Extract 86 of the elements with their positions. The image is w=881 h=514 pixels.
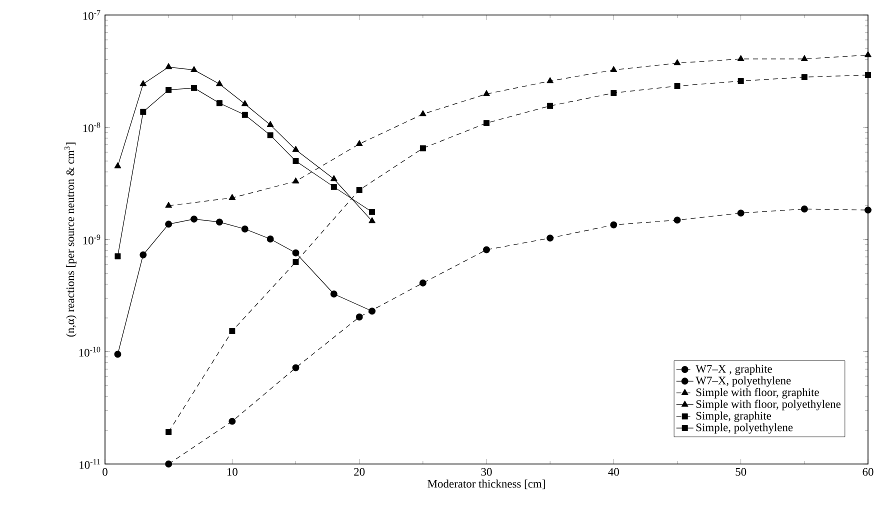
point bbox=[292, 364, 300, 372]
point bbox=[292, 259, 299, 266]
point bbox=[674, 59, 681, 66]
point bbox=[369, 208, 376, 215]
point bbox=[140, 251, 147, 258]
point bbox=[737, 55, 744, 62]
point bbox=[166, 428, 172, 435]
point bbox=[292, 249, 300, 256]
x-axis-title: Moderator thickness [cm] bbox=[428, 480, 545, 490]
point bbox=[292, 146, 300, 152]
point bbox=[241, 100, 248, 106]
x-tick-label: 60 bbox=[862, 468, 874, 476]
point bbox=[165, 202, 172, 208]
x-tick-label: 30 bbox=[481, 468, 492, 476]
legend-label: Simple with floor, graphite bbox=[696, 388, 819, 399]
point bbox=[266, 120, 274, 127]
x-tick-label: 50 bbox=[736, 468, 746, 476]
point bbox=[610, 66, 618, 72]
point bbox=[801, 55, 808, 62]
point bbox=[547, 102, 554, 109]
point bbox=[674, 83, 680, 90]
point bbox=[229, 328, 236, 334]
point bbox=[737, 210, 744, 217]
point bbox=[484, 120, 490, 126]
y-tick-label: 10$^{-7}$ bbox=[83, 10, 100, 20]
y-axis-title: (n,α) reactions [per source neutron & cm$^{3}$] bbox=[64, 142, 76, 337]
y-tick-label: 10$^{-9}$ bbox=[83, 234, 100, 244]
point bbox=[674, 216, 681, 224]
point bbox=[166, 86, 172, 93]
point bbox=[216, 100, 222, 106]
point bbox=[356, 140, 363, 146]
point bbox=[228, 194, 236, 200]
point bbox=[292, 158, 299, 164]
point bbox=[228, 418, 236, 425]
point bbox=[114, 253, 121, 260]
point bbox=[165, 63, 172, 70]
point bbox=[114, 350, 122, 358]
point bbox=[190, 66, 198, 72]
point bbox=[865, 72, 871, 78]
point bbox=[216, 218, 223, 226]
point bbox=[216, 80, 223, 86]
x-tick-label: 10 bbox=[227, 468, 238, 476]
point bbox=[356, 187, 362, 194]
point bbox=[165, 460, 172, 468]
point bbox=[191, 84, 198, 91]
x-tick-label: 20 bbox=[354, 468, 365, 476]
point bbox=[801, 74, 808, 80]
point bbox=[267, 132, 274, 138]
point bbox=[800, 206, 808, 212]
point bbox=[546, 77, 554, 84]
point bbox=[419, 279, 426, 286]
point bbox=[114, 162, 122, 168]
y-tick-label: 10$^{-10}$ bbox=[79, 346, 100, 357]
point bbox=[610, 221, 618, 228]
legend-label: W7–X, polyethylene bbox=[696, 376, 791, 387]
point bbox=[330, 175, 338, 182]
point bbox=[864, 51, 872, 58]
point bbox=[368, 308, 376, 315]
point bbox=[140, 108, 146, 115]
point bbox=[483, 90, 490, 96]
point bbox=[356, 314, 363, 320]
point bbox=[330, 290, 338, 298]
point bbox=[330, 184, 337, 190]
legend-label: Simple with floor, polyethylene bbox=[696, 400, 841, 410]
point bbox=[420, 110, 426, 116]
point bbox=[483, 246, 490, 254]
point bbox=[546, 234, 554, 242]
point bbox=[140, 80, 147, 86]
point bbox=[190, 216, 198, 223]
y-tick-label: 10$^{-8}$ bbox=[83, 122, 100, 132]
point bbox=[292, 177, 300, 184]
point bbox=[864, 206, 872, 214]
legend-label: Simple, polyethylene bbox=[696, 423, 793, 434]
legend-label: Simple, graphite bbox=[696, 412, 771, 422]
y-tick-label: 10$^{-11}$ bbox=[80, 459, 100, 469]
point bbox=[266, 236, 274, 243]
x-tick-label: 40 bbox=[608, 468, 619, 476]
point bbox=[242, 112, 248, 118]
x-tick-label: 0 bbox=[102, 468, 108, 476]
point bbox=[420, 145, 426, 152]
legend-label: W7–X , graphite bbox=[696, 364, 772, 376]
point bbox=[241, 226, 248, 233]
point bbox=[165, 220, 172, 228]
point bbox=[368, 217, 376, 224]
point bbox=[738, 78, 744, 84]
point bbox=[610, 90, 617, 96]
